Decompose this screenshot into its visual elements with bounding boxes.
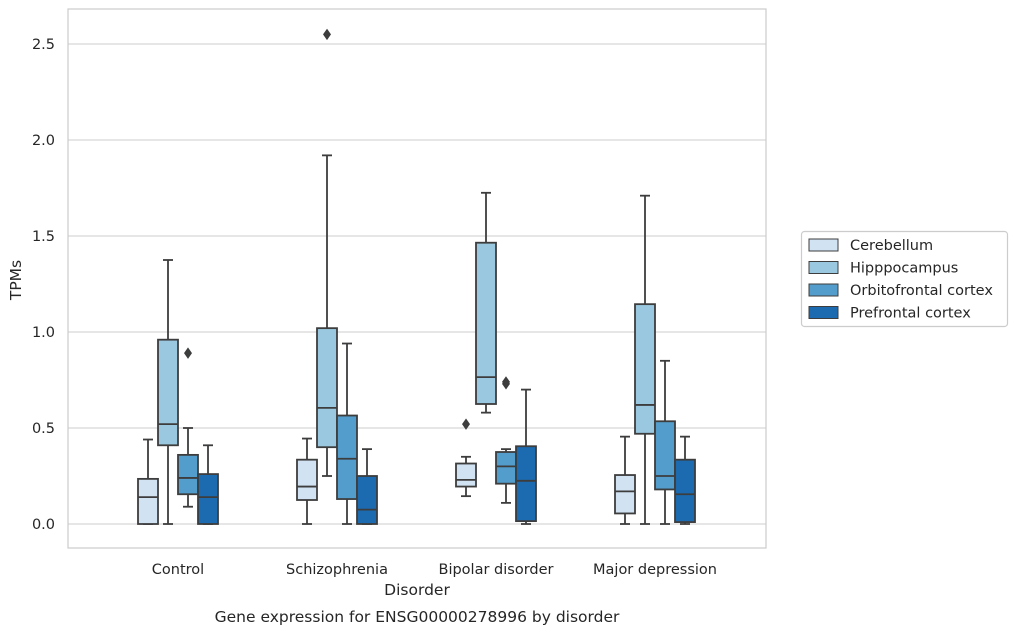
box-prefrontal-cortex-control — [197, 444, 219, 525]
legend-label: Prefrontal cortex — [850, 306, 971, 322]
y-tick-label: 0.0 — [32, 517, 55, 533]
x-tick-label: Schizophrenia — [286, 562, 388, 578]
box-layer — [137, 28, 696, 525]
box-body — [137, 477, 159, 525]
chart-caption: Gene expression for ENSG00000278996 by d… — [215, 608, 620, 626]
box-body — [157, 338, 179, 447]
outlier-point — [184, 347, 192, 359]
legend-swatch — [808, 238, 839, 252]
box-body — [197, 473, 219, 525]
box-prefrontal-cortex-major-depression — [674, 435, 696, 525]
y-tick-label: 1.0 — [32, 325, 55, 341]
y-tick-label: 2.5 — [32, 37, 55, 53]
box-orbitofrontal-cortex-control — [177, 347, 199, 508]
legend: Cerebellum Hipppocampus Orbitofrontal cort… — [800, 230, 1009, 328]
legend-swatch — [808, 283, 839, 297]
box-body — [495, 451, 517, 485]
x-tick-label: Major depression — [593, 562, 717, 578]
box-body — [316, 327, 338, 449]
outlier-point — [462, 418, 470, 430]
box-cerebellum-control — [137, 438, 159, 525]
box-body — [475, 241, 497, 405]
x-tick-label: Control — [152, 562, 204, 578]
box-hipppocampus-bipolar-disorder — [475, 191, 497, 414]
box-hipppocampus-control — [157, 259, 179, 525]
legend-item: Hipppocampus — [808, 261, 958, 277]
legend-label: Orbitofrontal cortex — [850, 283, 993, 299]
y-tick-label: 0.5 — [32, 421, 55, 437]
outlier-point — [323, 28, 331, 41]
box-body — [356, 475, 378, 525]
box-orbitofrontal-cortex-major-depression — [654, 359, 676, 525]
legend-frame — [800, 230, 1009, 328]
box-body — [614, 474, 636, 515]
y-tick-label: 1.5 — [32, 229, 55, 245]
box-prefrontal-cortex-bipolar-disorder — [515, 388, 537, 525]
box-body — [674, 458, 696, 523]
box-body — [634, 303, 656, 435]
box-orbitofrontal-cortex-schizophrenia — [336, 342, 358, 525]
box-hipppocampus-major-depression — [634, 194, 656, 525]
y-tick-label: 2.0 — [32, 133, 55, 149]
box-cerebellum-major-depression — [614, 435, 636, 525]
box-orbitofrontal-cortex-bipolar-disorder — [495, 376, 517, 504]
box-body — [654, 420, 676, 491]
x-axis-title: Disorder — [384, 581, 450, 599]
legend-swatch — [808, 261, 839, 274]
outlier-point — [502, 376, 510, 388]
box-cerebellum-bipolar-disorder — [455, 418, 477, 498]
legend-item: Prefrontal cortex — [808, 306, 971, 322]
legend-item: Orbitofrontal cortex — [808, 283, 993, 299]
box-prefrontal-cortex-schizophrenia — [356, 448, 378, 525]
x-tick-labels: Control Schizophrenia Bipolar disorder Majo… — [152, 562, 717, 578]
box-body — [455, 462, 477, 488]
y-axis-title: TPMs — [7, 260, 25, 301]
box-body — [336, 414, 358, 500]
legend-item: Cerebellum — [808, 238, 933, 254]
x-tick-label: Bipolar disorder — [439, 562, 554, 578]
legend-label: Cerebellum — [850, 238, 933, 254]
box-hipppocampus-schizophrenia — [316, 28, 338, 477]
box-cerebellum-schizophrenia — [296, 437, 318, 525]
legend-swatch — [808, 306, 839, 319]
box-body — [296, 458, 318, 501]
y-tick-labels: 0.0 0.5 1.0 1.5 2.0 2.5 — [32, 37, 55, 533]
plot-frame — [67, 8, 767, 549]
box-body — [515, 445, 537, 523]
box-body — [177, 453, 199, 496]
legend-label: Hipppocampus — [850, 261, 958, 277]
